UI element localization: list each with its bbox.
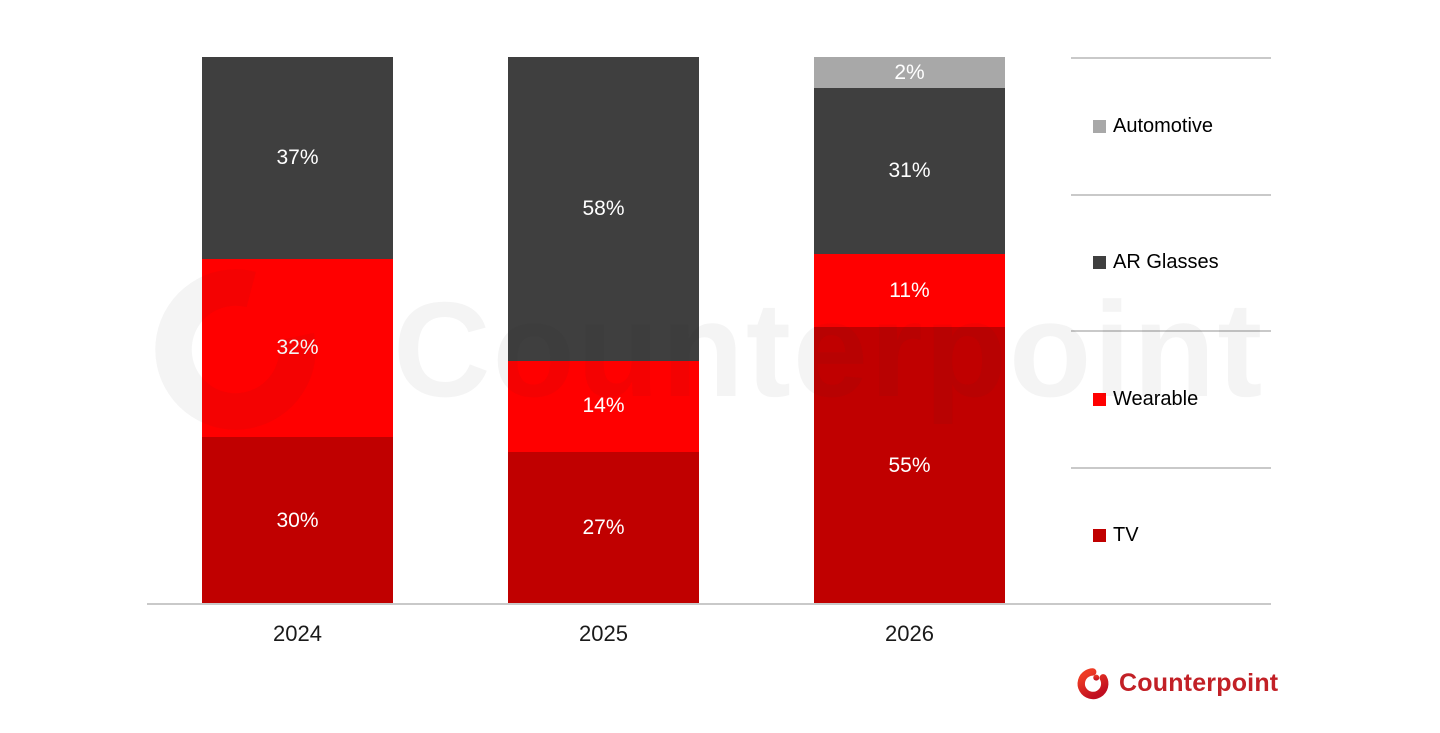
- segment-value-label: 2%: [894, 60, 925, 84]
- bar-segment-wearable: 11%: [814, 254, 1005, 328]
- x-axis-line: [147, 603, 1271, 605]
- segment-value-label: 58%: [582, 197, 625, 221]
- counterpoint-logo: Counterpoint: [1076, 665, 1278, 701]
- bar-segment-tv: 27%: [508, 451, 699, 605]
- legend-swatch-tv: [1093, 529, 1106, 543]
- segment-value-label: 55%: [888, 454, 931, 478]
- bar-2025: 58% 14% 27%: [508, 57, 699, 605]
- segment-value-label: 11%: [889, 278, 930, 302]
- bar-segment-tv: 30%: [202, 436, 393, 605]
- counterpoint-logo-icon: [1077, 668, 1109, 700]
- bar-segment-ar-glasses: 58%: [508, 57, 699, 362]
- segment-value-label: 31%: [888, 159, 931, 183]
- segment-value-label: 14%: [582, 394, 625, 418]
- legend-label: Automotive: [1113, 114, 1214, 137]
- bar-2024: 37% 32% 30%: [202, 57, 393, 605]
- bar-segment-automotive: 2%: [814, 57, 1005, 89]
- legend-item-automotive: Automotive: [1071, 57, 1271, 194]
- bar-2026: 2% 31% 11% 55%: [814, 57, 1005, 606]
- segment-value-label: 37%: [276, 146, 319, 170]
- segment-value-label: 32%: [276, 336, 319, 360]
- legend-item-ar-glasses: AR Glasses: [1071, 193, 1271, 331]
- counterpoint-logo-text: Counterpoint: [1119, 668, 1279, 697]
- bar-segment-ar-glasses: 37%: [202, 57, 393, 260]
- x-axis-label-2026: 2026: [885, 621, 934, 646]
- legend-swatch-ar-glasses: [1093, 256, 1106, 270]
- x-axis-label-2024: 2024: [273, 621, 322, 646]
- legend: Automotive AR Glasses Wearable TV: [1071, 57, 1271, 603]
- legend-label: Wearable: [1113, 387, 1199, 410]
- bar-segment-tv: 55%: [814, 327, 1005, 606]
- segment-value-label: 30%: [276, 508, 319, 532]
- legend-label: AR Glasses: [1113, 251, 1219, 274]
- segment-value-label: 27%: [582, 516, 625, 540]
- legend-swatch-wearable: [1093, 392, 1106, 406]
- x-axis-label-2025: 2025: [579, 621, 628, 646]
- legend-label: TV: [1113, 524, 1139, 547]
- bar-segment-wearable: 32%: [202, 259, 393, 437]
- bar-segment-wearable: 14%: [508, 361, 699, 452]
- legend-swatch-automotive: [1093, 119, 1106, 133]
- legend-item-wearable: Wearable: [1071, 330, 1271, 467]
- bar-segment-ar-glasses: 31%: [814, 88, 1005, 255]
- x-axis-labels: 2024 2025 2026: [202, 621, 1005, 647]
- plot-area: 37% 32% 30% 58% 14% 27% 2% 31% 11% 55%: [202, 57, 1005, 606]
- legend-item-tv: TV: [1071, 466, 1271, 604]
